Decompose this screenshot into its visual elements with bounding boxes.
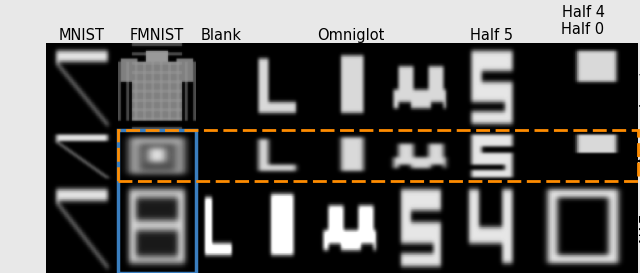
Bar xyxy=(118,130,638,181)
Text: Half 0: Half 0 xyxy=(561,22,605,37)
Text: MNIST: MNIST xyxy=(59,28,105,43)
Text: NAE: NAE xyxy=(639,212,640,242)
Text: Half 5: Half 5 xyxy=(470,28,513,43)
Text: Half 4: Half 4 xyxy=(561,5,605,20)
Text: Input: Input xyxy=(639,67,640,105)
Text: Blank: Blank xyxy=(200,28,241,43)
Bar xyxy=(46,43,638,273)
Text: Omniglot: Omniglot xyxy=(317,28,385,43)
Text: FMNIST: FMNIST xyxy=(130,28,184,43)
Bar xyxy=(118,130,196,273)
Text: AE: AE xyxy=(639,146,640,165)
